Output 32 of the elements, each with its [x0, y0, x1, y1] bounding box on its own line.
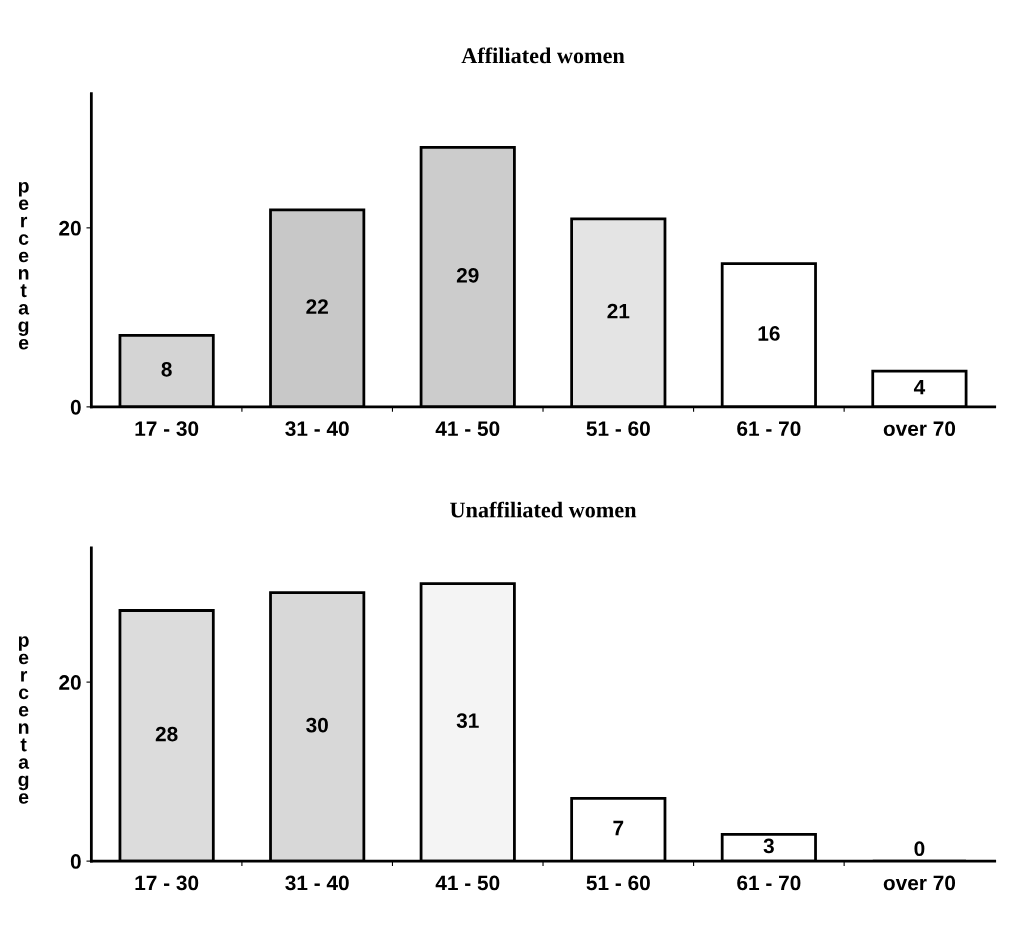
data-label: 21 [607, 303, 630, 319]
data-label: 31 [456, 713, 479, 729]
x-tick-label: over 70 [883, 421, 956, 437]
data-label: 22 [306, 299, 328, 314]
data-label: 0 [914, 841, 925, 857]
text: percentage [18, 182, 30, 350]
x-tick-label: 61 - 70 [737, 421, 801, 437]
x-tick-label: 51 - 60 [586, 421, 650, 437]
chart-title: Unaffiliated women [450, 501, 637, 518]
text: percentage [18, 636, 30, 804]
data-label: 4 [913, 380, 926, 395]
x-tick-label: 17 - 30 [135, 421, 199, 437]
data-label: 16 [758, 326, 780, 341]
x-tick-label: 41 - 50 [435, 875, 500, 891]
x-tick-label: 17 - 30 [135, 875, 199, 891]
x-tick-label: 61 - 70 [737, 875, 801, 891]
x-tick-label: 31 - 40 [285, 421, 349, 437]
x-tick-label: 41 - 50 [435, 421, 500, 437]
chart-title: Affiliated women [461, 47, 625, 64]
x-tick-label: over 70 [883, 875, 956, 891]
data-label: 8 [161, 361, 172, 377]
y-tick-label: 0 [70, 399, 81, 415]
data-label: 30 [306, 717, 328, 733]
data-label: 29 [456, 267, 479, 283]
data-label: 28 [155, 726, 178, 742]
y-tick-label: 0 [70, 854, 81, 869]
x-tick-label: 51 - 60 [586, 875, 650, 891]
data-label: 7 [613, 820, 624, 836]
y-tick-label: 20 [59, 220, 81, 236]
x-tick-label: 31 - 40 [285, 875, 349, 891]
data-label: 3 [763, 838, 774, 854]
y-tick-label: 20 [59, 675, 81, 690]
